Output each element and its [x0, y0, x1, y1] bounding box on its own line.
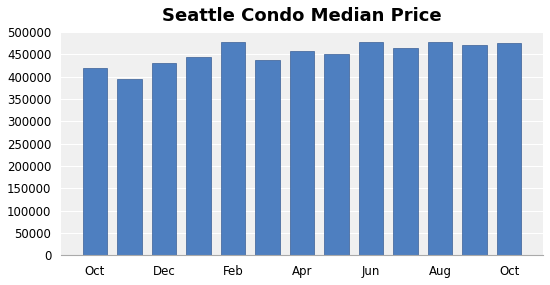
- Bar: [186, 57, 211, 255]
- Bar: [324, 54, 349, 255]
- Bar: [359, 42, 383, 255]
- Bar: [221, 42, 245, 255]
- Bar: [463, 45, 487, 255]
- Bar: [497, 43, 521, 255]
- Bar: [152, 63, 176, 255]
- Bar: [428, 42, 452, 255]
- Bar: [290, 51, 314, 255]
- Bar: [118, 79, 141, 255]
- Bar: [255, 60, 279, 255]
- Bar: [393, 48, 417, 255]
- Bar: [83, 68, 107, 255]
- Title: Seattle Condo Median Price: Seattle Condo Median Price: [162, 7, 442, 25]
